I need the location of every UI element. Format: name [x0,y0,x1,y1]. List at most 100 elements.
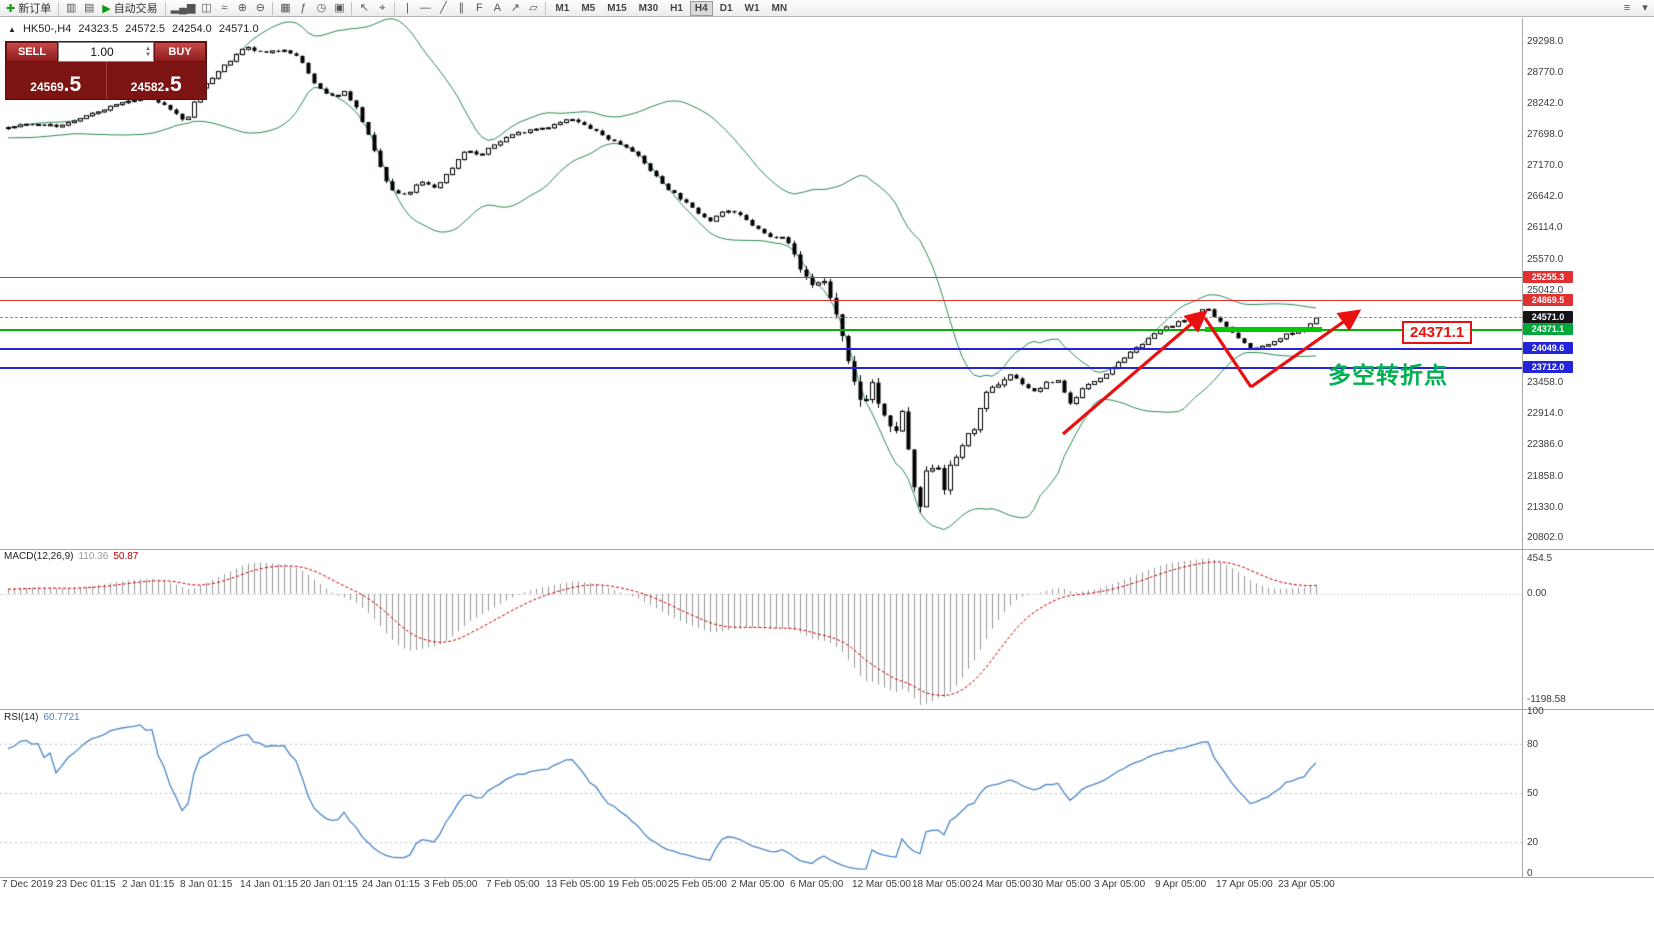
price-tick: 22386.0 [1527,439,1564,450]
ohlc-close: 24571.0 [218,23,259,35]
level-line-24869.5[interactable] [0,300,1522,301]
volume-input[interactable]: 1.00 ▲ ▼ [58,42,154,62]
rsi-scale-tick: 50 [1527,788,1539,799]
price-badge-25255.3: 25255.3 [1523,271,1573,283]
timeframe-d1[interactable]: D1 [719,2,733,14]
rsi-scale-tick: 100 [1527,706,1544,717]
timeframe-mn[interactable]: MN [771,2,788,14]
time-label: 24 Jan 01:15 [362,879,420,890]
macd-value-1: 110.36 [78,551,109,562]
zoom-out-icon[interactable]: ⊖ [255,1,266,14]
level-line-25255.3[interactable] [0,277,1522,278]
toolbar-separator [164,1,166,15]
more-icon[interactable]: ▾ [1642,1,1648,14]
time-label: 25 Feb 05:00 [668,879,727,890]
timeframe-m1[interactable]: M1 [555,2,570,14]
price-tick: 28770.0 [1527,67,1564,78]
price-badge-24371.1: 24371.1 [1523,323,1573,335]
channel-icon[interactable]: ∥ [458,1,465,14]
buy-price-pips: .5 [164,73,182,96]
horizontal-line-icon[interactable]: ― [419,1,431,14]
timeframe-w1[interactable]: W1 [744,2,760,14]
turning-point-label[interactable]: 多空转折点 [1328,362,1448,388]
level-line-24571[interactable] [0,317,1522,318]
one-click-trading-panel: SELL 1.00 ▲ ▼ BUY 24569 .5 24582 .5 [5,41,207,100]
price-tick: 29298.0 [1527,36,1564,47]
vertical-line-icon[interactable]: | [405,1,409,14]
sell-price-main: 24569 [30,80,64,94]
support-segment-line[interactable] [1205,327,1322,332]
arrow-tool-icon[interactable]: ↗ [510,1,521,14]
price-tick: 23458.0 [1527,377,1564,388]
time-label: 13 Feb 05:00 [546,879,605,890]
new-order-button[interactable]: ✚ 新订单 [2,1,55,16]
periods-icon[interactable]: ◷ [316,1,327,14]
docking-icon[interactable]: ≡ [1623,1,1631,14]
buy-button[interactable]: BUY [154,42,206,62]
macd-panel-separator[interactable] [0,549,1654,550]
sell-button[interactable]: SELL [6,42,58,62]
sell-price-pips: .5 [63,73,82,96]
timeframe-m15[interactable]: M15 [607,2,627,14]
fibonacci-icon[interactable]: F [476,1,483,14]
time-label: 19 Feb 05:00 [608,879,667,890]
time-label: 2 Mar 05:00 [731,879,785,890]
shapes-icon[interactable]: ▱ [529,1,538,14]
price-callout-box[interactable]: 24371.1 [1402,321,1473,344]
time-label: 24 Mar 05:00 [972,879,1031,890]
indicators-icon[interactable]: ƒ [300,1,307,14]
ohlc-high: 24572.5 [125,23,165,35]
volume-value[interactable]: 1.00 [90,45,114,59]
time-label: 30 Mar 05:00 [1032,879,1091,890]
macd-scale-tick: -1198.58 [1527,694,1566,705]
autotrading-button[interactable]: ▶ 自动交易 [98,1,161,16]
level-line-23712[interactable] [0,367,1522,369]
price-tick: 21858.0 [1527,471,1564,482]
time-label: 17 Apr 05:00 [1216,879,1273,890]
price-badge-24571.0: 24571.0 [1523,311,1573,323]
trendline-icon[interactable]: ╱ [440,1,447,14]
main-toolbar: ✚ 新订单 ▥ ▤ ▶ 自动交易 ▂▄▆ ◫ ≈ ⊕ ⊖ ▦ ƒ ◷ ▣ ↖ ⌖ | ― ╱ ∥ F A ↗ ▱ M1 M5 M15 M… [0,0,1654,17]
buy-price[interactable]: 24582 .5 [107,62,207,99]
time-label: 2 Jan 01:15 [122,879,175,890]
profiles-icon[interactable]: ▤ [84,1,95,14]
timeframe-m30[interactable]: M30 [638,2,659,14]
sell-price[interactable]: 24569 .5 [6,62,106,99]
price-tick: 28242.0 [1527,98,1564,109]
candlestick-icon[interactable]: ◫ [201,1,212,14]
bar-chart-icon[interactable]: ▂▄▆ [170,1,196,14]
macd-name: MACD(12,26,9) [4,551,74,562]
chart-window-icon[interactable]: ▥ [66,1,77,14]
rsi-scale-tick: 20 [1527,837,1539,848]
time-label: 23 Dec 01:15 [56,879,116,890]
symbol-name: HK50-,H4 [22,23,72,35]
direction-icon: ▲ [8,25,16,34]
spinner-down-icon[interactable]: ▼ [145,52,151,58]
rsi-scale-tick: 0 [1527,868,1533,879]
volume-spinner[interactable]: ▲ ▼ [145,46,153,58]
spinner-up-icon[interactable]: ▲ [145,46,151,52]
ohlc-open: 24323.5 [78,23,119,35]
text-icon[interactable]: A [493,1,502,14]
timeframe-h1[interactable]: H1 [670,2,683,14]
timeframe-m5[interactable]: M5 [581,2,596,14]
time-label: 20 Jan 01:15 [300,879,358,890]
price-tick: 20802.0 [1527,532,1564,543]
grid-icon[interactable]: ▦ [280,1,291,14]
time-axis-separator [0,877,1654,878]
rsi-panel-separator[interactable] [0,709,1654,710]
crosshair-icon[interactable]: ⌖ [379,1,386,14]
tile-windows-icon[interactable]: ▣ [334,1,345,14]
rsi-indicator-label: RSI(14) 60.7721 [4,712,80,723]
timeframe-h4[interactable]: H4 [689,0,713,16]
time-label: 3 Apr 05:00 [1094,879,1146,890]
level-line-24371.1[interactable] [0,329,1522,331]
zoom-in-icon[interactable]: ⊕ [237,1,248,14]
level-line-24049.6[interactable] [0,348,1522,350]
price-divider [105,62,107,99]
line-chart-icon[interactable]: ≈ [221,1,228,14]
cursor-icon[interactable]: ↖ [359,1,370,14]
price-axis-border [1522,18,1523,877]
ohlc-low: 24254.0 [172,23,212,35]
